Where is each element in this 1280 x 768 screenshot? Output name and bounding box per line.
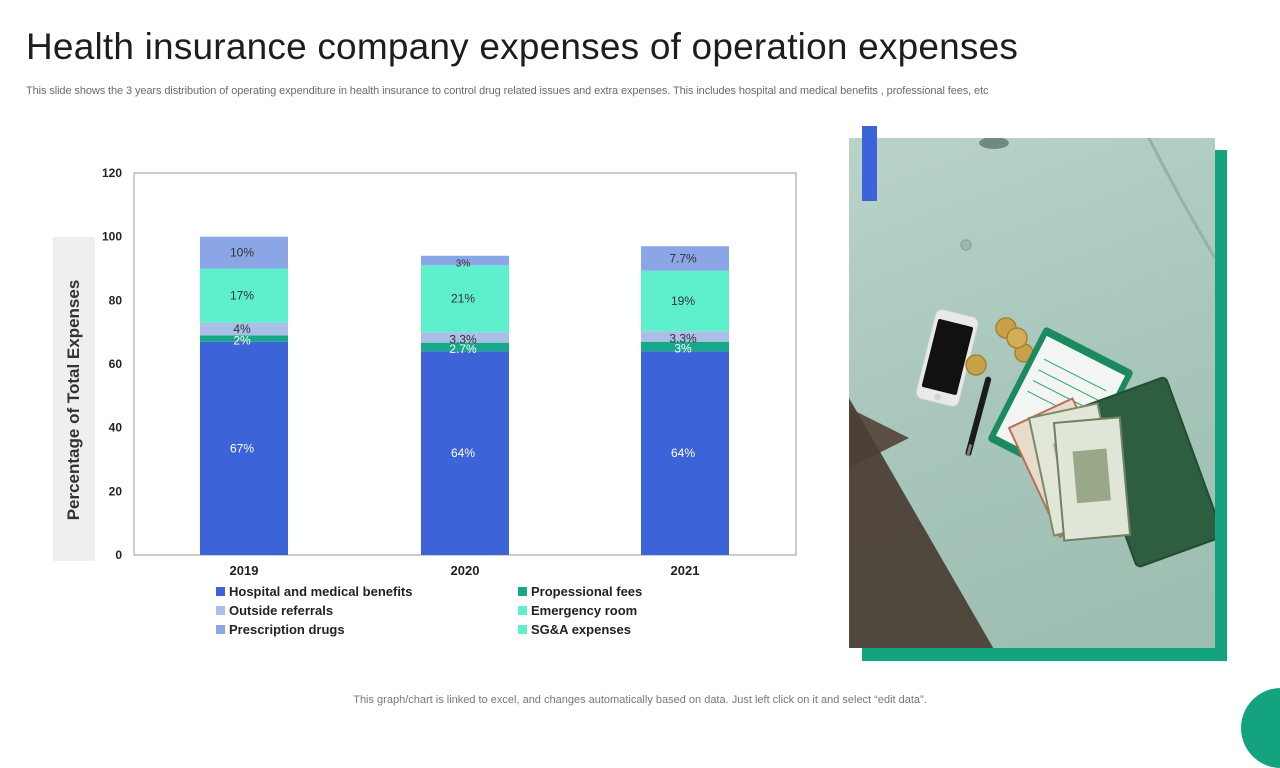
y-tick-label: 0	[115, 548, 122, 562]
legend-label: Emergency room	[531, 602, 638, 618]
data-label: 3%	[674, 341, 692, 355]
bar-segment[interactable]	[421, 265, 509, 333]
legend-label: Outside referrals	[229, 602, 334, 618]
footer-note: This graph/chart is linked to excel, and…	[353, 694, 927, 706]
x-tick-label: 2019	[230, 563, 259, 578]
coins-icon	[965, 317, 1034, 376]
bar-segment[interactable]	[641, 331, 729, 342]
y-tick-label: 100	[102, 230, 122, 244]
legend-label: Hospital and medical benefits	[229, 583, 413, 599]
bar-segment[interactable]	[200, 341, 288, 555]
cushion-shadow	[979, 138, 1009, 149]
data-label: 3%	[456, 259, 471, 270]
bar-segment[interactable]	[421, 332, 509, 343]
x-tick-label: 2020	[451, 563, 480, 578]
data-label: 64%	[451, 446, 475, 460]
bar-segment[interactable]	[200, 236, 288, 269]
legend-item[interactable]: SG&A expenses	[518, 621, 738, 637]
legend-item[interactable]: Outside referrals	[216, 602, 518, 618]
y-axis-label-background	[53, 237, 95, 561]
bar-segment[interactable]	[200, 268, 288, 323]
y-tick-label: 120	[102, 166, 122, 180]
bar-segment[interactable]	[200, 322, 288, 336]
bar-segment[interactable]	[641, 351, 729, 555]
legend-swatch	[216, 624, 225, 634]
legend-item[interactable]: Prescription drugs	[216, 621, 518, 637]
data-label: 4%	[233, 322, 251, 336]
data-label: 10%	[230, 246, 254, 260]
bar-segment[interactable]	[421, 351, 509, 555]
phone-icon	[915, 308, 979, 407]
page-subtitle: This slide shows the 3 years distributio…	[26, 85, 989, 97]
x-tick-label: 2021	[671, 563, 700, 578]
legend-item[interactable]: Emergency room	[518, 602, 738, 618]
money-phone-pen-photo	[849, 138, 1215, 648]
legend-swatch	[518, 624, 527, 634]
legend-item[interactable]: Propessional fees	[518, 583, 738, 599]
legend-swatch	[518, 586, 527, 596]
bar-segment[interactable]	[421, 342, 509, 352]
legend-swatch	[216, 605, 225, 615]
data-label: 7.7%	[669, 251, 697, 265]
data-label: 67%	[230, 441, 254, 455]
bar-segment[interactable]	[641, 270, 729, 332]
chart-legend: Hospital and medical benefits Propessiona…	[216, 583, 736, 637]
data-label: 19%	[671, 294, 695, 308]
photo-illustration	[849, 138, 1215, 648]
legend-swatch	[518, 605, 527, 615]
banknotes-icon	[1007, 397, 1132, 542]
data-label: 64%	[671, 446, 695, 460]
data-label: 3.3%	[449, 332, 477, 346]
y-tick-label: 20	[109, 484, 123, 498]
bar-segment[interactable]	[200, 335, 288, 342]
y-tick-label: 80	[109, 293, 123, 307]
cushion-button	[960, 239, 972, 251]
data-label: 3.3%	[669, 331, 697, 345]
legend-swatch	[216, 586, 225, 596]
data-label: 2%	[233, 334, 251, 348]
cushion-seam	[1147, 138, 1215, 259]
legend-label: SG&A expenses	[531, 621, 631, 637]
accent-bar	[862, 126, 877, 201]
bar-segment[interactable]	[641, 246, 729, 271]
data-label: 17%	[230, 289, 254, 303]
y-tick-label: 60	[109, 357, 123, 371]
data-label: 21%	[451, 292, 475, 306]
legend-label: Prescription drugs	[229, 621, 345, 637]
legend-item[interactable]: Hospital and medical benefits	[216, 583, 518, 599]
bar-segment[interactable]	[641, 341, 729, 352]
bar-segment[interactable]	[421, 255, 509, 266]
page-title: Health insurance company expenses of ope…	[26, 26, 1019, 67]
stacked-bar-chart[interactable]: 02040608010012067%2%4%17%10%64%2.7%3.3%2…	[0, 0, 820, 600]
y-tick-label: 40	[109, 421, 123, 435]
pen-icon	[965, 376, 992, 457]
data-label: 2.7%	[449, 342, 477, 356]
legend-label: Propessional fees	[531, 583, 643, 599]
